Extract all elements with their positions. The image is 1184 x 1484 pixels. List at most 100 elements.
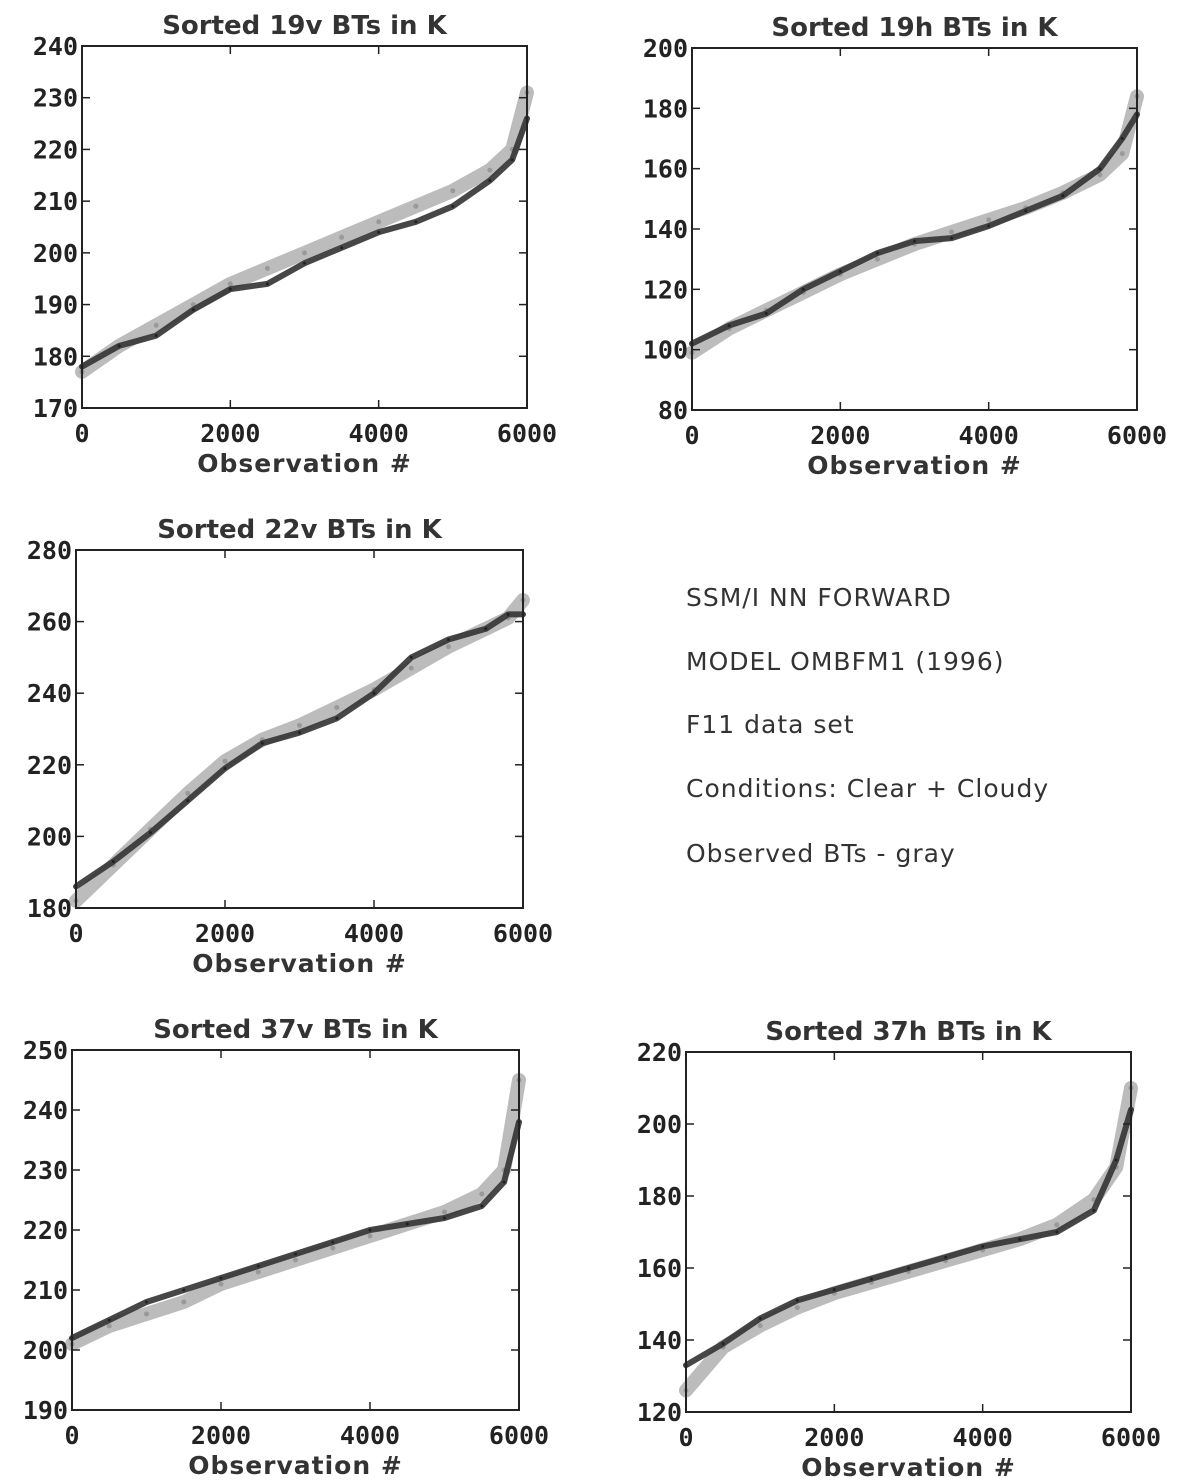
y-tick-label-19h-6: 200 (643, 34, 688, 63)
y-tick-label-22v-4: 260 (27, 608, 72, 637)
y-tick-label-19v-2: 190 (33, 291, 78, 320)
y-tick-label-37h-2: 160 (637, 1254, 682, 1283)
point-observed-37v-8 (367, 1233, 373, 1239)
x-axis-label-37v: Observation # (188, 1451, 403, 1480)
note-line-5: Observed BTs - gray (686, 839, 956, 868)
y-tick-label-19h-5: 180 (643, 94, 688, 123)
point-observed-19v-8 (376, 219, 382, 225)
point-model-22v-10 (447, 638, 450, 641)
x-tick-label-19h-0: 0 (684, 421, 699, 450)
x-tick-label-22v-2: 4000 (344, 919, 404, 948)
point-model-22v-4 (223, 766, 227, 770)
point-model-22v-3 (186, 799, 190, 803)
y-tick-label-22v-0: 180 (27, 894, 72, 923)
series-model-37v (69, 1119, 522, 1341)
point-model-37h-6 (907, 1266, 910, 1270)
point-model-19v-7 (340, 246, 344, 250)
point-observed-37v-11 (479, 1191, 485, 1197)
point-model-19v-4 (228, 287, 232, 291)
point-observed-37v-10 (442, 1209, 447, 1215)
point-observed-19v-2 (153, 322, 159, 328)
point-model-19v-1 (117, 344, 121, 348)
point-model-19v-3 (191, 308, 195, 312)
x-tick-label-19v-3: 6000 (497, 419, 557, 448)
point-model-19h-5 (875, 251, 879, 255)
x-tick-label-19h-1: 2000 (810, 421, 870, 450)
chart-title-19h: Sorted 19h BTs in K (771, 13, 1058, 43)
point-model-19h-2 (764, 312, 768, 315)
y-tick-label-19h-2: 120 (643, 275, 688, 304)
x-tick-label-22v-3: 6000 (493, 919, 553, 948)
y-tick-label-19h-3: 140 (643, 215, 688, 244)
point-observed-22v-9 (408, 665, 414, 671)
point-model-37v-1 (107, 1318, 111, 1322)
y-tick-label-22v-2: 220 (27, 751, 72, 780)
series-observed-37v (65, 1073, 526, 1351)
point-model-37h-5 (869, 1277, 873, 1281)
point-observed-19v-5 (264, 265, 270, 271)
y-tick-label-22v-5: 280 (27, 536, 72, 565)
chart-panel-22v: Sorted 22v BTs in K 180 200 220 240 260 280 0 20… (27, 515, 553, 978)
y-tick-label-37v-1: 200 (23, 1336, 68, 1365)
y-tick-label-37v-4: 230 (23, 1156, 68, 1185)
point-model-22v-9 (409, 655, 413, 659)
point-model-22v-1 (111, 860, 115, 863)
point-model-19v-10 (451, 204, 455, 208)
chart-panel-19h: Sorted 19h BTs in K801001201401601802000… (643, 13, 1167, 480)
point-observed-19h-5 (874, 256, 880, 262)
note-line-4: Conditions: Clear + Cloudy (686, 774, 1049, 803)
x-axis-label-22v: Observation # (192, 949, 407, 978)
y-tick-label-37h-4: 200 (637, 1110, 682, 1139)
x-tick-label-37v-1: 2000 (191, 1421, 251, 1450)
y-tick-label-37v-5: 240 (23, 1096, 68, 1125)
plot-frame-19v (81, 45, 528, 409)
series-model-19v (79, 115, 530, 370)
x-tick-label-19h-3: 6000 (1107, 421, 1167, 450)
point-model-22v-8 (372, 691, 376, 695)
point-model-37v-8 (368, 1228, 372, 1232)
x-tick-label-37h-2: 4000 (953, 1423, 1013, 1452)
point-model-37v-4 (219, 1276, 223, 1280)
x-tick-label-37h-1: 2000 (804, 1423, 864, 1452)
point-observed-19v-10 (450, 188, 456, 194)
point-observed-37h-3 (794, 1305, 800, 1311)
point-observed-19h-12 (1119, 151, 1125, 157)
point-model-19v-5 (265, 282, 269, 286)
x-tick-label-37v-0: 0 (64, 1421, 79, 1450)
y-tick-label-22v-1: 200 (27, 822, 72, 851)
point-model-19h-4 (838, 269, 842, 273)
point-observed-19v-4 (227, 281, 233, 287)
point-model-19v-12 (510, 158, 514, 162)
x-tick-label-22v-0: 0 (68, 919, 83, 948)
y-tick-label-37h-0: 120 (637, 1398, 682, 1427)
series-observed-37h (679, 1081, 1138, 1398)
chart-panel-19v: Sorted 19v BTs in K 170 180 190 200 210 220 230… (33, 11, 557, 478)
x-tick-label-37h-3: 6000 (1101, 1423, 1161, 1452)
x-tick-label-37v-3: 6000 (489, 1421, 549, 1450)
point-model-19h-3 (801, 287, 805, 291)
plot-frame-19h (691, 47, 1138, 411)
plot-frame-37h (685, 1051, 1132, 1413)
point-model-19h-1 (727, 324, 731, 327)
point-model-37h-8 (981, 1244, 985, 1248)
point-observed-37v-2 (144, 1311, 149, 1317)
y-tick-label-19v-3: 200 (33, 239, 78, 268)
y-tick-label-19h-4: 160 (643, 155, 688, 184)
series-model-22v (73, 611, 526, 890)
point-model-22v-7 (335, 716, 339, 720)
point-model-37v-6 (294, 1252, 297, 1256)
point-observed-19v-11 (487, 167, 493, 173)
x-tick-label-19v-1: 2000 (200, 419, 260, 448)
y-tick-label-37h-1: 140 (637, 1326, 682, 1355)
point-observed-22v-6 (297, 722, 302, 728)
point-observed-37v-7 (330, 1245, 336, 1251)
x-tick-label-37h-0: 0 (678, 1423, 693, 1452)
point-observed-19h-7 (949, 229, 955, 235)
x-tick-label-37v-2: 4000 (340, 1421, 400, 1450)
point-model-19v-6 (303, 261, 306, 265)
x-axis-label-19v: Observation # (197, 449, 412, 478)
series-observed-19v (75, 85, 534, 379)
point-model-19h-6 (913, 239, 916, 243)
point-model-37h-9 (1018, 1237, 1022, 1241)
